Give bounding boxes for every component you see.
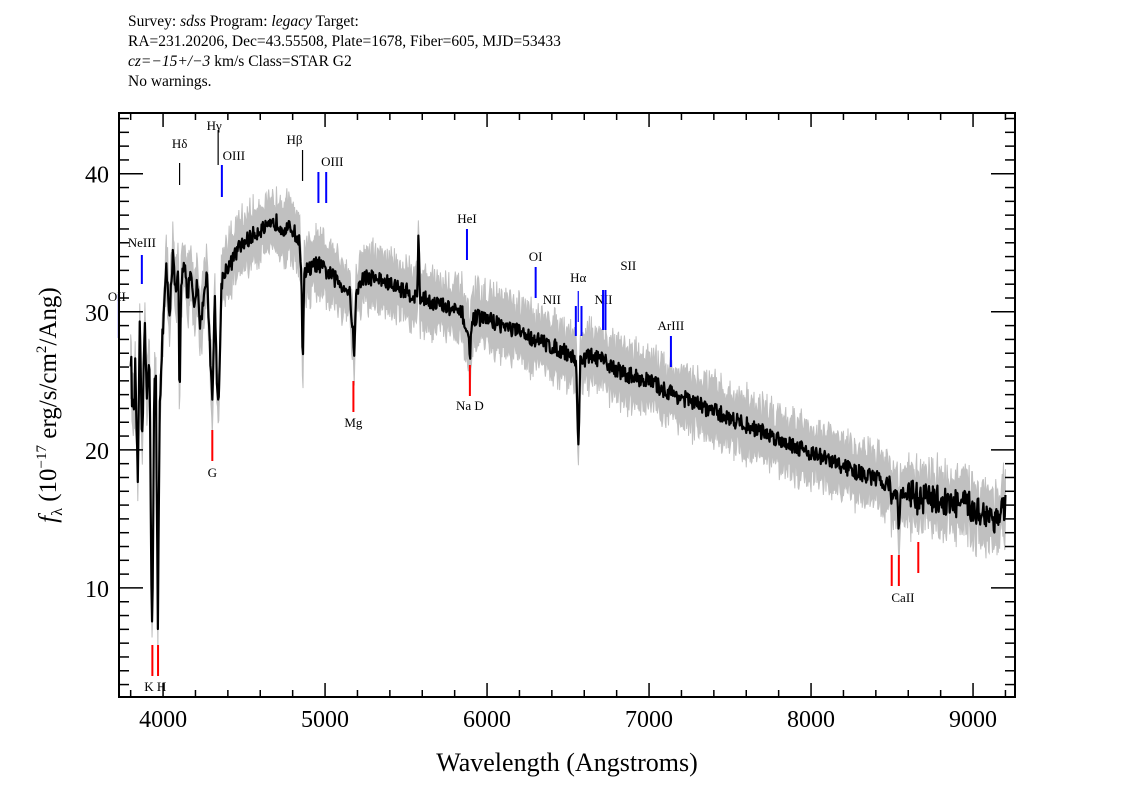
line-label: K H [144, 679, 166, 694]
target-label: Target: [311, 13, 359, 30]
spectral-line-oiii: OIII [220, 148, 245, 197]
line-label: Na D [456, 398, 484, 413]
program-value: legacy [271, 13, 312, 30]
survey-value: sdss [180, 13, 206, 30]
x-tick-label: 4000 [139, 707, 187, 733]
x-tick-label: 9000 [949, 707, 997, 733]
spectral-line-oii: OII [108, 289, 126, 338]
line-label: HeI [457, 211, 477, 226]
survey-label: Survey: [128, 13, 181, 30]
spectral-line-ariii: ArIII [658, 318, 685, 367]
line-label: Hγ [207, 118, 222, 133]
line-label: CaII [891, 590, 914, 605]
spectral-line-hδ: Hδ [172, 136, 188, 185]
x-tick-label: 8000 [787, 707, 835, 733]
spectral-line-oiii: OIII [317, 154, 344, 203]
spectral-line-neiii: NeIII [128, 235, 156, 284]
x-tick-label: 7000 [625, 707, 673, 733]
x-tick-label: 6000 [463, 707, 511, 733]
line-label: OI [529, 249, 543, 264]
plot-frame [118, 112, 1016, 698]
spectral-line-hβ: Hβ [287, 132, 304, 181]
line-label: ArIII [658, 318, 685, 333]
y-tick-label: 20 [85, 439, 109, 465]
y-tick-label: 30 [85, 301, 109, 327]
line-label: OIII [223, 148, 245, 163]
error-band-area [130, 186, 1006, 659]
spectral-line-hα: Hα [570, 270, 587, 322]
flux-series [129, 213, 1007, 631]
spectral-line-kh: K H [144, 645, 166, 694]
line-label: G [208, 465, 217, 480]
line-label: Hα [570, 270, 586, 285]
spectral-line-sii: SII [602, 258, 636, 330]
line-label: Hβ [287, 132, 303, 147]
y-axis-label: fλ (10−17 erg/s/cm2/Ang) [34, 287, 66, 522]
line-label: NII [543, 292, 561, 307]
class-value: km/s Class=STAR G2 [210, 53, 352, 70]
spectral-line-hγ: Hγ [207, 118, 222, 165]
error-band [130, 186, 1006, 659]
header-line-coords: RA=231.20206, Dec=43.55508, Plate=1678, … [128, 33, 561, 50]
flux-line [129, 213, 1007, 631]
line-label: SII [620, 258, 636, 273]
line-label: OII [108, 289, 126, 304]
line-markers: OIINeIIIHδHγOIIIHβOIIIHeIOINIIHαNIISIIAr… [108, 118, 920, 694]
axis-ticks: 4000 5000 6000 7000 8000 9000 10 20 30 40 [85, 113, 1015, 733]
line-label: NeIII [128, 235, 156, 250]
spectral-line-nii: NII [543, 292, 577, 336]
line-label: Hδ [172, 136, 188, 151]
spectral-line-hei: HeI [457, 211, 477, 260]
spectral-line-caii: CaII [890, 542, 920, 605]
line-label: Mg [344, 415, 363, 430]
y-tick-label: 10 [85, 577, 109, 603]
y-tick-label: 40 [85, 163, 109, 189]
spectral-line-mg: Mg [344, 381, 363, 430]
x-axis-label: Wavelength (Angstroms) [436, 748, 697, 777]
header-line-survey: Survey: sdss Program: legacy Target: [128, 12, 561, 32]
x-tick-label: 5000 [301, 707, 349, 733]
spectrum-header: Survey: sdss Program: legacy Target: RA=… [128, 12, 561, 92]
program-label: Program: [205, 13, 272, 30]
spectral-line-nad: Na D [456, 365, 484, 413]
line-label: OIII [321, 154, 343, 169]
spectral-line-oi: OI [529, 249, 543, 298]
cz-value: cz=−15+/−3 [128, 53, 211, 70]
header-line-redshift: cz=−15+/−3 km/s Class=STAR G2 [128, 52, 561, 72]
header-line-warnings: No warnings. [128, 73, 212, 90]
spectral-line-g: G [208, 430, 217, 480]
